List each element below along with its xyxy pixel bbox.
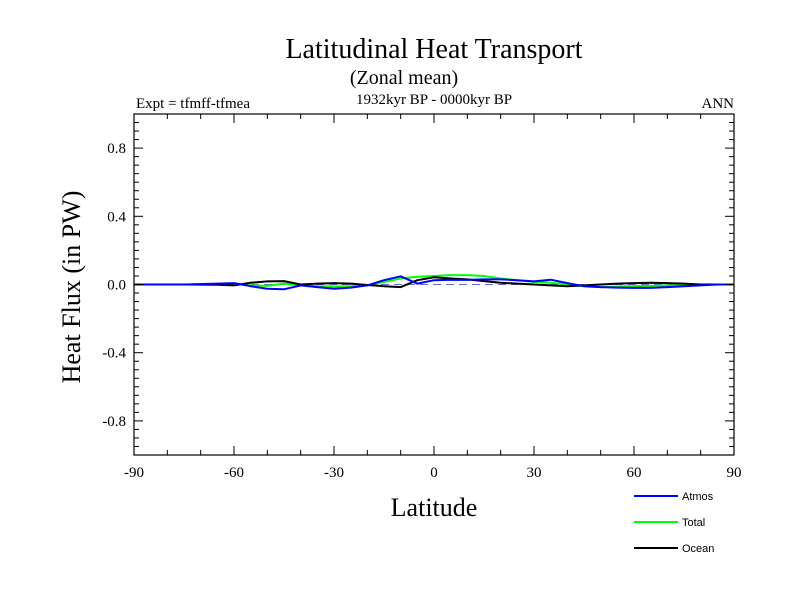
y-tick-label: 0.8 — [107, 141, 126, 157]
y-axis-label: Heat Flux (in PW) — [57, 191, 86, 384]
legend-label-total: Total — [682, 517, 705, 529]
y-tick-label: 0.0 — [107, 278, 126, 294]
legend-label-ocean: Ocean — [682, 543, 714, 555]
tick-layer: -90 -60 -30 0 30 60 90 -0.8 -0.4 0.0 0.4 0.8 — [102, 113, 742, 481]
legend-label-atmos: Atmos — [682, 491, 714, 503]
x-tick-label: -60 — [224, 465, 244, 481]
series-line-atmos — [134, 275, 734, 291]
chart-title: Latitudinal Heat Transport — [285, 34, 582, 65]
series-line-total — [134, 274, 734, 289]
experiment-label: Expt = tfmff-tfmea — [136, 96, 250, 112]
y-tick-label: 0.4 — [107, 209, 126, 225]
x-axis-label: Latitude — [391, 493, 478, 522]
y-tick-label: -0.4 — [102, 346, 126, 362]
chart-subtitle: (Zonal mean) — [350, 67, 458, 89]
x-tick-label: 30 — [527, 465, 542, 481]
legend: Atmos Total Ocean — [634, 491, 714, 555]
series-layer — [134, 274, 734, 291]
y-tick-label: -0.8 — [102, 414, 126, 430]
chart-period: 1932kyr BP - 0000kyr BP — [356, 92, 512, 108]
x-tick-label: 60 — [627, 465, 642, 481]
x-tick-label: -30 — [324, 465, 344, 481]
season-label: ANN — [702, 96, 735, 112]
x-tick-label: 90 — [727, 465, 742, 481]
x-tick-label: -90 — [124, 465, 144, 481]
x-tick-label: 0 — [430, 465, 438, 481]
